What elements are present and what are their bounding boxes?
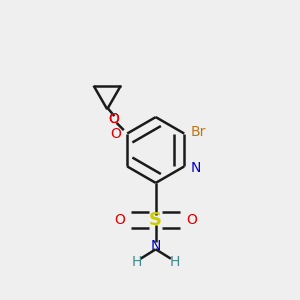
Text: O: O bbox=[187, 213, 197, 227]
Text: O: O bbox=[110, 127, 121, 140]
Text: N: N bbox=[151, 239, 161, 253]
Text: H: H bbox=[169, 255, 179, 268]
Text: O: O bbox=[114, 213, 125, 227]
Text: O: O bbox=[108, 112, 119, 126]
Text: Br: Br bbox=[190, 125, 206, 139]
Text: H: H bbox=[132, 255, 142, 268]
Text: N: N bbox=[190, 161, 201, 175]
Text: S: S bbox=[149, 211, 162, 229]
Text: O: O bbox=[108, 112, 119, 126]
